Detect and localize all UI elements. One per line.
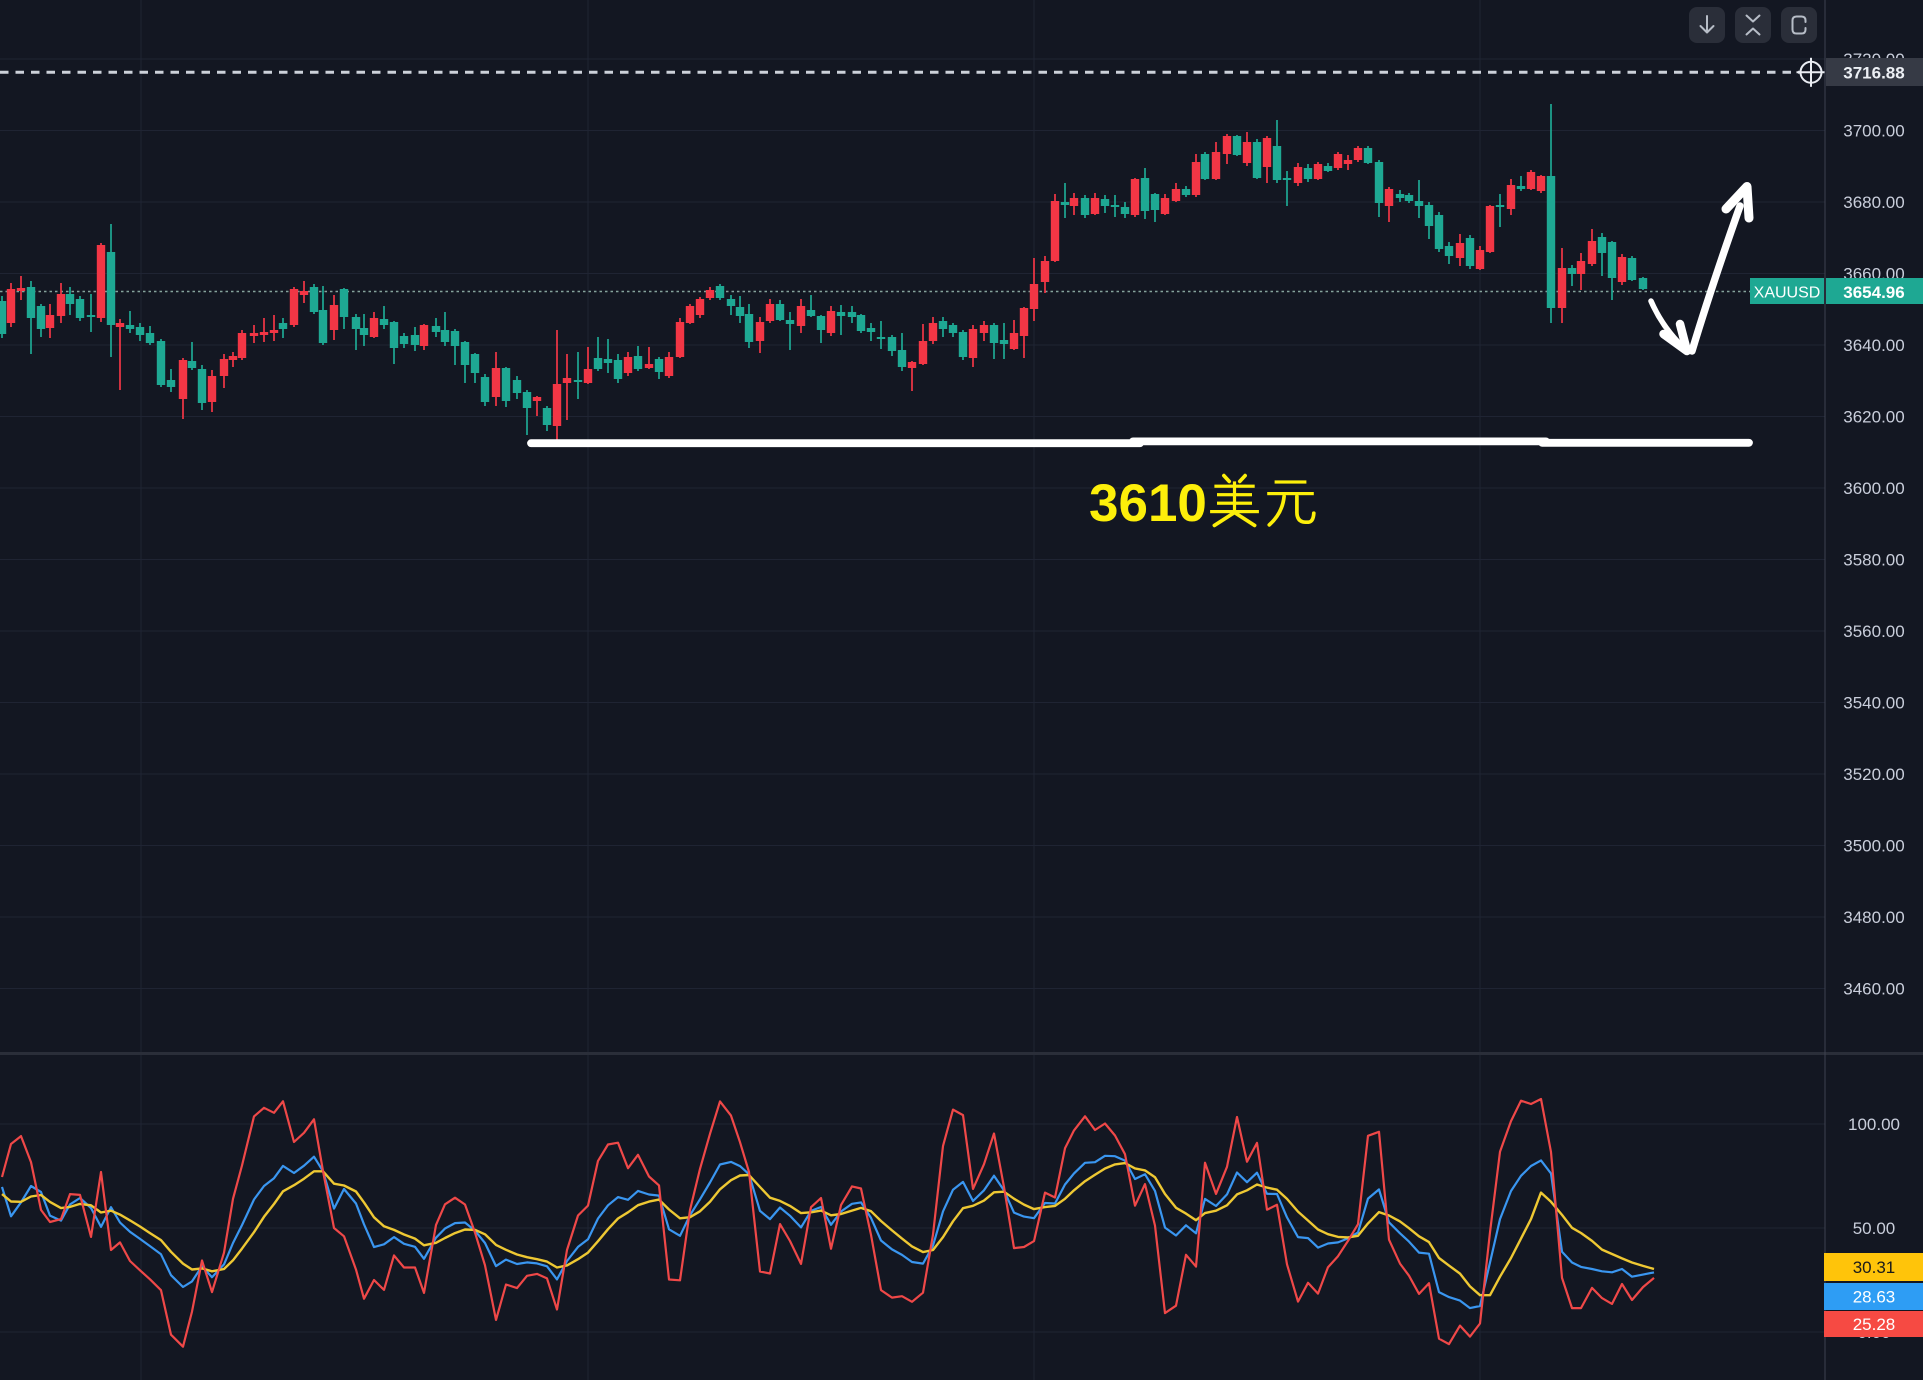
svg-text:28.63: 28.63 xyxy=(1853,1288,1896,1307)
svg-text:3654.96: 3654.96 xyxy=(1843,283,1904,302)
svg-text:3520.00: 3520.00 xyxy=(1843,765,1904,784)
svg-text:100.00: 100.00 xyxy=(1848,1115,1900,1134)
svg-text:3700.00: 3700.00 xyxy=(1843,121,1904,140)
svg-text:3600.00: 3600.00 xyxy=(1843,479,1904,498)
svg-text:3680.00: 3680.00 xyxy=(1843,193,1904,212)
svg-text:3640.00: 3640.00 xyxy=(1843,336,1904,355)
svg-text:XAUUSD: XAUUSD xyxy=(1754,285,1821,302)
svg-text:3500.00: 3500.00 xyxy=(1843,837,1904,856)
svg-text:50.00: 50.00 xyxy=(1853,1219,1896,1238)
svg-text:3580.00: 3580.00 xyxy=(1843,551,1904,570)
svg-text:3540.00: 3540.00 xyxy=(1843,694,1904,713)
svg-text:30.31: 30.31 xyxy=(1853,1258,1896,1277)
svg-text:3480.00: 3480.00 xyxy=(1843,908,1904,927)
svg-text:3460.00: 3460.00 xyxy=(1843,980,1904,999)
svg-text:3620.00: 3620.00 xyxy=(1843,407,1904,426)
svg-text:25.28: 25.28 xyxy=(1853,1315,1896,1334)
svg-text:3560.00: 3560.00 xyxy=(1843,622,1904,641)
svg-text:3610: 3610 xyxy=(1089,474,1207,533)
svg-text:3716.88: 3716.88 xyxy=(1843,64,1904,83)
